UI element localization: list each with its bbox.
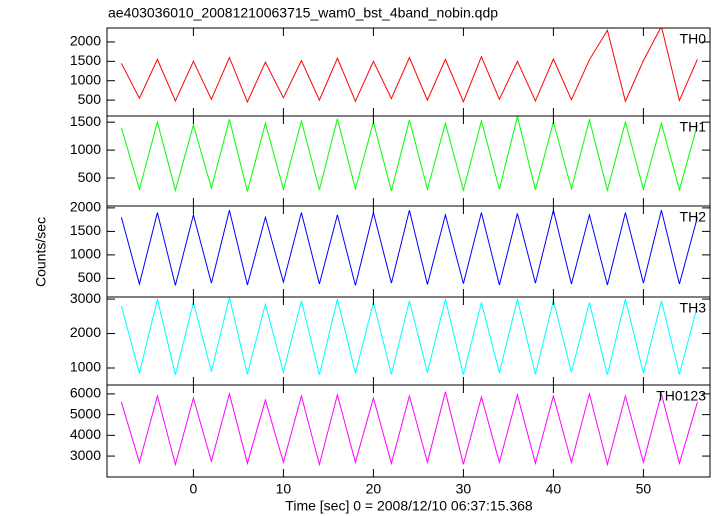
y-tick-label: 500 xyxy=(78,269,102,285)
chart-title: ae403036010_20081210063715_wam0_bst_4ban… xyxy=(108,5,498,21)
data-line xyxy=(120,210,698,286)
series-label: TH3 xyxy=(680,300,707,316)
y-tick-label: 2000 xyxy=(70,33,101,49)
series-label: TH2 xyxy=(680,209,707,225)
y-tick-label: 2000 xyxy=(70,199,101,215)
panel-frame xyxy=(106,205,711,298)
y-axis-label: Counts/sec xyxy=(33,217,49,287)
data-line xyxy=(120,28,698,104)
y-tick-label: 500 xyxy=(78,91,102,107)
y-tick-label: 6000 xyxy=(70,385,101,401)
y-tick-label: 3000 xyxy=(70,447,101,463)
x-axis-label: Time [sec] 0 = 2008/12/10 06:37:15.368 xyxy=(285,498,533,514)
x-tick-label: 20 xyxy=(366,481,382,497)
panel-frame xyxy=(106,27,711,117)
y-tick-label: 3000 xyxy=(70,290,101,306)
y-tick-label: 1000 xyxy=(70,246,101,262)
y-tick-label: 2000 xyxy=(70,324,101,340)
series-label: TH1 xyxy=(680,119,707,135)
panel-frame xyxy=(106,384,711,478)
y-tick-label: 1000 xyxy=(70,141,101,157)
panel-frame xyxy=(106,115,711,207)
data-line xyxy=(120,297,698,376)
x-tick-label: 30 xyxy=(456,481,472,497)
y-tick-label: 1000 xyxy=(70,359,101,375)
y-tick-label: 1000 xyxy=(70,71,101,87)
data-line xyxy=(120,116,698,193)
y-tick-label: 1500 xyxy=(70,113,101,129)
y-tick-label: 1500 xyxy=(70,52,101,68)
x-tick-label: 40 xyxy=(546,481,562,497)
data-line xyxy=(120,391,698,467)
y-tick-label: 5000 xyxy=(70,405,101,421)
x-tick-label: 0 xyxy=(190,481,198,497)
y-tick-label: 1500 xyxy=(70,222,101,238)
series-label: TH0 xyxy=(680,31,707,47)
series-label: TH0123 xyxy=(656,388,706,404)
y-tick-label: 500 xyxy=(78,169,102,185)
x-tick-label: 50 xyxy=(636,481,652,497)
x-tick-label: 10 xyxy=(276,481,292,497)
panel-frame xyxy=(106,296,711,386)
y-tick-label: 4000 xyxy=(70,426,101,442)
